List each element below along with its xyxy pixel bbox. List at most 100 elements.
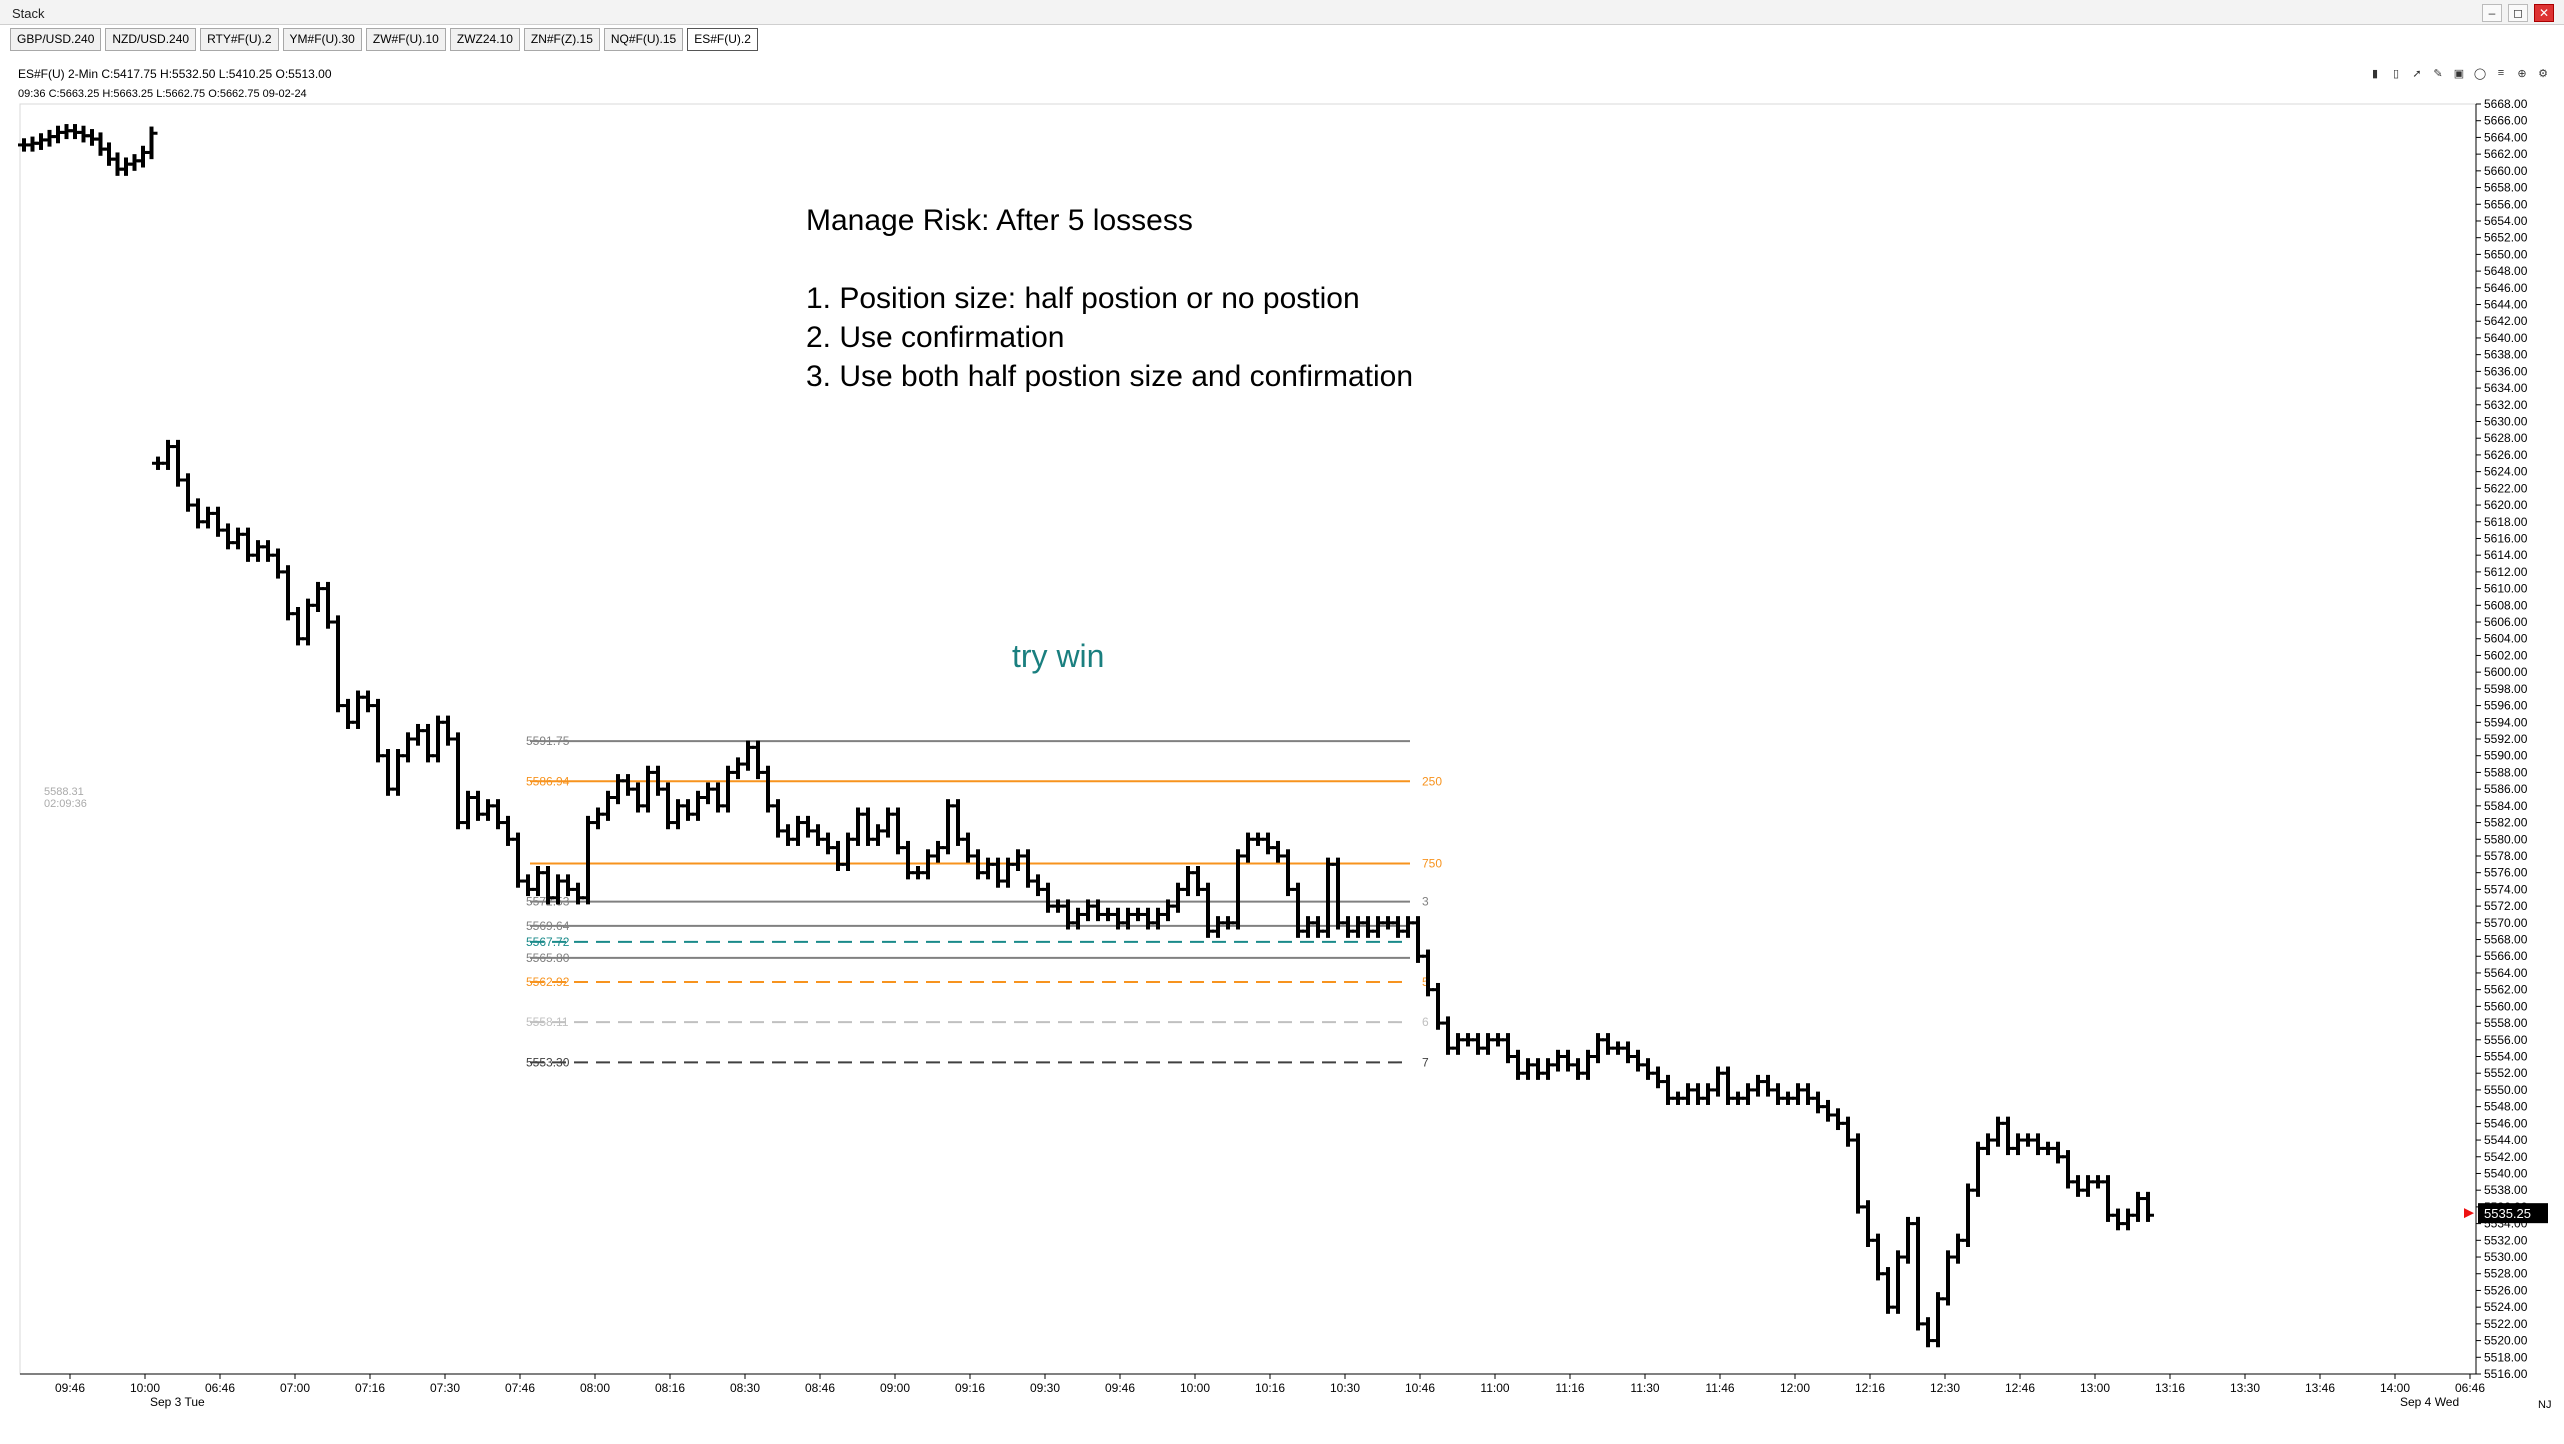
tab-rty-f-u-2[interactable]: RTY#F(U).2 [200, 28, 279, 51]
bar-chart-icon[interactable]: ▮ [2371, 67, 2379, 80]
price-tick-label: 5602.00 [2484, 648, 2528, 662]
price-tick-label: 5566.00 [2484, 949, 2528, 963]
price-tick-label: 5588.00 [2484, 765, 2528, 779]
price-tick-label: 5636.00 [2484, 364, 2528, 378]
tab-gbp-usd-240[interactable]: GBP/USD.240 [10, 28, 102, 51]
draw-icon[interactable]: ✎ [2433, 67, 2443, 80]
price-tick-label: 5572.00 [2484, 899, 2528, 913]
circle-icon[interactable]: ◯ [2473, 67, 2487, 80]
window-title: Stack [12, 6, 45, 21]
time-tick-label: 13:30 [2230, 1381, 2260, 1395]
price-tick-label: 5558.00 [2484, 1016, 2528, 1030]
price-tick-label: 5540.00 [2484, 1166, 2528, 1180]
level-label: 5569.64 [526, 919, 570, 933]
level-label: 5562.92 [526, 975, 570, 989]
tab-zwz24-10[interactable]: ZWZ24.10 [449, 28, 520, 51]
tab-nzd-usd-240[interactable]: NZD/USD.240 [105, 28, 197, 51]
fib-icon[interactable]: ≡ [2497, 67, 2505, 79]
time-tick-label: 12:16 [1855, 1381, 1885, 1395]
line-icon[interactable]: ➚ [2412, 67, 2422, 80]
level-tag: 7 [1422, 1055, 1429, 1069]
price-tick-label: 5556.00 [2484, 1033, 2528, 1047]
minimize-button[interactable]: – [2482, 4, 2502, 22]
time-tick-label: 10:00 [130, 1381, 160, 1395]
price-tick-label: 5666.00 [2484, 114, 2528, 128]
crosshair-price: 5588.31 [44, 786, 84, 798]
time-tick-label: 10:00 [1180, 1381, 1210, 1395]
tab-ym-f-u-30[interactable]: YM#F(U).30 [282, 28, 362, 51]
price-tick-label: 5604.00 [2484, 632, 2528, 646]
price-tick-label: 5646.00 [2484, 281, 2528, 295]
time-tick-label: 14:00 [2380, 1381, 2410, 1395]
risk-note-item-3: 3. Use both half postion size and confir… [806, 360, 1414, 393]
price-tick-label: 5538.00 [2484, 1183, 2528, 1197]
price-tick-label: 5530.00 [2484, 1250, 2528, 1264]
time-tick-label: 10:30 [1330, 1381, 1360, 1395]
price-chart[interactable]: 5516.00 5518.00 5520.00 5522.00 5524.00 5526.… [10, 64, 2554, 1444]
time-tick-label: 07:00 [280, 1381, 310, 1395]
time-tick-label: 12:30 [1930, 1381, 1960, 1395]
price-tick-label: 5590.00 [2484, 749, 2528, 763]
price-tick-label: 5616.00 [2484, 531, 2528, 545]
window-controls: – ◻ ✕ [2482, 4, 2554, 22]
price-tick-label: 5656.00 [2484, 197, 2528, 211]
price-tick-label: 5610.00 [2484, 582, 2528, 596]
price-tick-label: 5664.00 [2484, 130, 2528, 144]
price-tick-label: 5544.00 [2484, 1133, 2528, 1147]
time-tick-label: 10:16 [1255, 1381, 1285, 1395]
time-tick-label: 07:46 [505, 1381, 535, 1395]
close-button[interactable]: ✕ [2534, 4, 2554, 22]
risk-note-item-2: 2. Use confirmation [806, 321, 1065, 354]
time-tick-label: 06:46 [205, 1381, 235, 1395]
time-tick-label: 06:46 [2455, 1381, 2485, 1395]
price-tick-label: 5642.00 [2484, 314, 2528, 328]
tab-zw-f-u-10[interactable]: ZW#F(U).10 [365, 28, 446, 51]
price-tick-label: 5662.00 [2484, 147, 2528, 161]
price-tick-label: 5576.00 [2484, 866, 2528, 880]
level-label: 5558.11 [526, 1015, 569, 1029]
price-tick-label: 5622.00 [2484, 481, 2528, 495]
risk-note-item-1: 1. Position size: half postion or no pos… [806, 282, 1360, 315]
time-tick-label: 10:46 [1405, 1381, 1435, 1395]
tab-zn-f-z-15[interactable]: ZN#F(Z).15 [523, 28, 600, 51]
price-tick-label: 5532.00 [2484, 1233, 2528, 1247]
tab-es-f-u-2[interactable]: ES#F(U).2 [687, 28, 758, 51]
time-tick-label: 11:00 [1480, 1381, 1509, 1395]
price-tick-label: 5668.00 [2484, 97, 2528, 111]
crosshair-time: 02:09:36 [44, 798, 87, 810]
level-tag: 6 [1422, 1015, 1429, 1029]
price-tick-label: 5654.00 [2484, 214, 2528, 228]
level-tag: 750 [1422, 856, 1442, 870]
price-tick-label: 5586.00 [2484, 782, 2528, 796]
price-tick-label: 5560.00 [2484, 999, 2528, 1013]
price-tick-label: 5580.00 [2484, 832, 2528, 846]
price-tick-label: 5592.00 [2484, 732, 2528, 746]
date-label: Sep 4 Wed [2400, 1395, 2459, 1409]
price-tick-label: 5562.00 [2484, 983, 2528, 997]
candle-icon[interactable]: ▯ [2392, 67, 2400, 80]
price-tick-label: 5524.00 [2484, 1300, 2528, 1314]
restore-button[interactable]: ◻ [2508, 4, 2528, 22]
level-tag: 5 [1422, 975, 1429, 989]
price-tick-label: 5596.00 [2484, 699, 2528, 713]
chart-toolbar: ▮ ▯ ➚ ✎ ▣ ◯ ≡ ⊕ ⚙ [2368, 66, 2550, 80]
time-tick-label: 07:30 [430, 1381, 460, 1395]
zoom-icon[interactable]: ⊕ [2517, 67, 2527, 80]
time-tick-label: 11:30 [1630, 1381, 1659, 1395]
tab-nq-f-u-15[interactable]: NQ#F(U).15 [603, 28, 684, 51]
symbol-tabs: GBP/USD.240 NZD/USD.240 RTY#F(U).2 YM#F(U).… [10, 28, 758, 51]
price-tick-label: 5582.00 [2484, 816, 2528, 830]
try-win-note: try win [1012, 638, 1105, 674]
price-tick-label: 5528.00 [2484, 1267, 2528, 1281]
time-tick-label: 09:16 [955, 1381, 985, 1395]
price-tick-label: 5638.00 [2484, 348, 2528, 362]
price-tick-label: 5660.00 [2484, 164, 2528, 178]
ruler-icon[interactable]: ▣ [2453, 67, 2465, 80]
price-tick-label: 5554.00 [2484, 1050, 2528, 1064]
price-tick-label: 5520.00 [2484, 1334, 2528, 1348]
time-tick-label: 08:46 [805, 1381, 835, 1395]
time-tick-label: 07:16 [355, 1381, 385, 1395]
settings-icon[interactable]: ⚙ [2538, 67, 2548, 80]
level-label: 5567.72 [526, 935, 570, 949]
level-tag: 3 [1422, 895, 1429, 909]
